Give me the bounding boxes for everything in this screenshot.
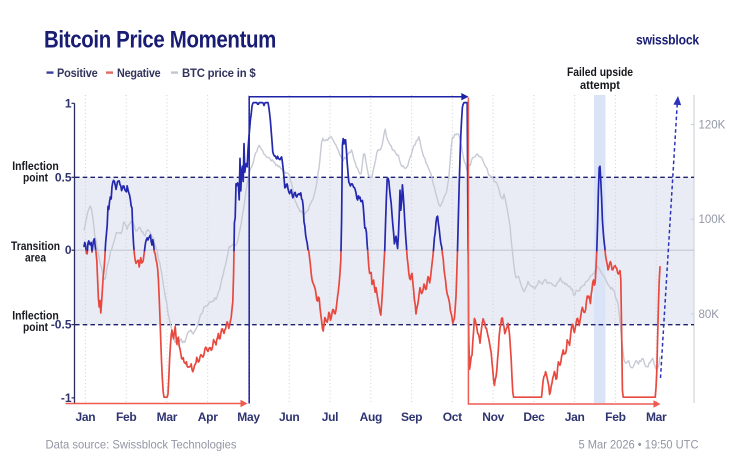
svg-text:Jun: Jun xyxy=(279,410,299,424)
svg-text:Mar: Mar xyxy=(646,410,667,424)
svg-text:Transition: Transition xyxy=(11,241,60,253)
svg-text:Feb: Feb xyxy=(116,410,136,424)
svg-text:Oct: Oct xyxy=(443,410,462,424)
svg-text:Positive: Positive xyxy=(57,66,98,80)
svg-text:Jan: Jan xyxy=(565,410,585,424)
svg-text:5 Mar 2026 • 19:50 UTC: 5 Mar 2026 • 19:50 UTC xyxy=(579,438,699,452)
svg-text:swissblock: swissblock xyxy=(636,33,700,48)
svg-text:80K: 80K xyxy=(699,309,720,321)
svg-text:1: 1 xyxy=(65,96,72,110)
svg-text:-0.5: -0.5 xyxy=(51,318,72,332)
svg-text:Negative: Negative xyxy=(117,66,161,80)
svg-text:Mar: Mar xyxy=(157,410,178,424)
svg-text:Bitcoin Price Momentum: Bitcoin Price Momentum xyxy=(44,27,276,54)
svg-text:point: point xyxy=(23,173,48,185)
svg-text:100K: 100K xyxy=(699,214,726,226)
svg-text:area: area xyxy=(25,253,47,265)
svg-text:-1: -1 xyxy=(61,391,72,405)
svg-text:Failed upside: Failed upside xyxy=(567,65,633,79)
svg-text:Jan: Jan xyxy=(76,410,96,424)
svg-text:BTC price in $: BTC price in $ xyxy=(182,66,256,80)
svg-text:attempt: attempt xyxy=(580,78,620,92)
svg-text:Aug: Aug xyxy=(360,410,382,424)
svg-text:Apr: Apr xyxy=(198,410,218,424)
svg-text:Dec: Dec xyxy=(523,410,545,424)
svg-text:Sep: Sep xyxy=(401,410,422,424)
svg-text:May: May xyxy=(237,410,260,424)
svg-text:point: point xyxy=(23,322,48,334)
svg-text:Nov: Nov xyxy=(482,410,504,424)
svg-text:Feb: Feb xyxy=(605,410,625,424)
svg-text:120K: 120K xyxy=(699,120,726,132)
svg-text:0.5: 0.5 xyxy=(55,170,72,184)
svg-text:Inflection: Inflection xyxy=(12,161,59,173)
svg-text:Jul: Jul xyxy=(322,410,338,424)
svg-text:0: 0 xyxy=(65,243,72,257)
svg-text:Inflection: Inflection xyxy=(12,311,59,323)
svg-text:Data source: Swissblock Techno: Data source: Swissblock Technologies xyxy=(46,438,237,452)
